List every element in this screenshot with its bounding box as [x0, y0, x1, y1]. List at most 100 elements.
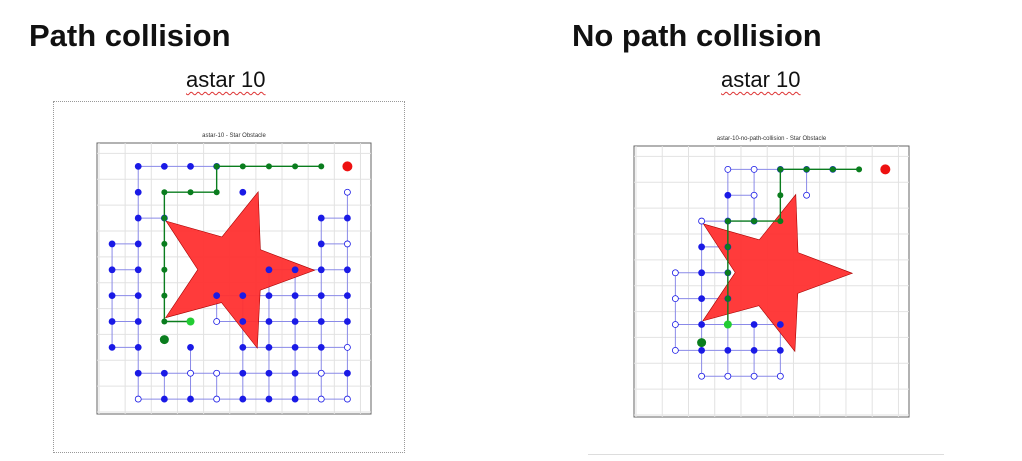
explored-node — [698, 295, 706, 303]
path-node — [187, 189, 194, 196]
explored-node — [724, 346, 732, 354]
explored-node — [134, 318, 142, 325]
left-caption: astar 10 — [186, 67, 266, 92]
left-plot-title: astar-10 - Star Obstacle — [202, 133, 266, 139]
explored-node — [265, 369, 273, 377]
explored-node — [343, 214, 351, 222]
path-node — [292, 163, 299, 170]
explored-node — [187, 162, 194, 170]
path-node — [265, 163, 272, 170]
explored-node — [134, 188, 142, 196]
explored-node — [239, 343, 247, 351]
explored-node — [698, 243, 706, 251]
frontier-node — [724, 165, 732, 173]
explored-node — [698, 346, 706, 354]
explored-node — [134, 369, 142, 377]
frontier-node — [343, 188, 351, 196]
frontier-node — [213, 395, 221, 403]
path-first-node — [186, 317, 195, 326]
explored-node — [134, 343, 142, 351]
explored-node — [750, 321, 758, 328]
frontier-node — [343, 240, 351, 248]
frontier-node — [343, 395, 351, 403]
path-node — [724, 218, 731, 225]
explored-node — [187, 395, 194, 403]
explored-node — [160, 162, 168, 170]
explored-node — [265, 318, 273, 325]
explored-node — [134, 292, 142, 300]
goal-marker — [342, 161, 353, 172]
frontier-node — [671, 295, 679, 303]
path-node — [161, 240, 168, 247]
path-node — [161, 318, 168, 325]
explored-node — [724, 191, 732, 199]
path-node — [318, 163, 325, 170]
explored-node — [291, 369, 299, 377]
explored-node — [291, 395, 299, 403]
explored-node — [750, 346, 758, 354]
path-node — [777, 166, 784, 173]
explored-node — [134, 214, 142, 222]
path-node — [161, 292, 168, 299]
frontier-node — [698, 217, 706, 225]
explored-node — [134, 240, 142, 248]
explored-node — [265, 395, 273, 403]
explored-node — [134, 266, 142, 274]
frontier-node — [776, 372, 784, 380]
explored-node — [698, 269, 706, 277]
left-heading: Path collision — [29, 18, 231, 53]
path-node — [213, 163, 220, 170]
explored-node — [239, 318, 247, 325]
goal-marker — [880, 164, 891, 175]
frontier-node — [698, 372, 706, 380]
explored-node — [317, 292, 325, 300]
explored-node — [134, 162, 142, 170]
explored-node — [776, 346, 784, 354]
bottom-rule — [588, 454, 944, 455]
frontier-node — [803, 191, 810, 199]
explored-node — [108, 318, 116, 325]
explored-node — [776, 321, 784, 328]
path-node — [724, 243, 731, 250]
explored-node — [343, 266, 351, 274]
path-node — [856, 166, 863, 173]
path-node — [751, 218, 758, 225]
path-node — [803, 166, 810, 173]
path-node — [829, 166, 836, 173]
start-marker — [159, 335, 169, 345]
path-node — [777, 192, 784, 199]
explored-node — [265, 292, 273, 300]
right-caption: astar 10 — [721, 67, 801, 92]
explored-node — [291, 292, 299, 300]
frontier-node — [750, 191, 758, 199]
path-node — [777, 218, 784, 225]
right-plot-title: astar-10-no-path-collision - Star Obstac… — [716, 136, 827, 142]
left-plot: astar-10 - Star Obstacle — [96, 133, 372, 416]
frontier-node — [317, 369, 325, 377]
explored-node — [187, 343, 194, 351]
frontier-node — [317, 395, 325, 403]
explored-node — [108, 240, 116, 248]
explored-node — [108, 292, 116, 300]
path-node — [239, 163, 246, 170]
left-image-frame — [53, 101, 405, 453]
explored-node — [160, 395, 168, 403]
path-node — [161, 266, 168, 273]
path-node — [724, 269, 731, 276]
path-node — [161, 189, 168, 196]
explored-node — [291, 343, 299, 351]
frontier-node — [671, 269, 679, 277]
explored-node — [108, 343, 116, 351]
path-node — [724, 295, 731, 302]
explored-node — [317, 214, 325, 222]
explored-node — [239, 369, 247, 377]
right-heading: No path collision — [572, 18, 822, 53]
explored-node — [291, 318, 299, 325]
explored-node — [160, 369, 168, 377]
explored-node — [317, 240, 325, 248]
explored-node — [213, 292, 221, 300]
explored-node — [108, 266, 116, 274]
frontier-node — [213, 369, 221, 377]
frontier-node — [213, 318, 221, 325]
explored-node — [291, 266, 299, 274]
